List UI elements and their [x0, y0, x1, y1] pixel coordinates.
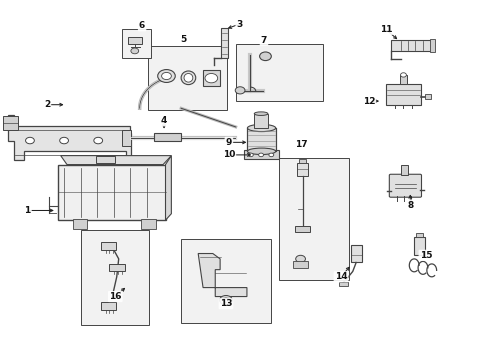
Text: 16: 16 [109, 292, 122, 301]
Bar [247, 128, 275, 151]
Bar [254, 114, 267, 128]
Text: 4: 4 [161, 116, 167, 125]
Bar [81, 230, 149, 325]
Bar [181, 239, 271, 323]
Text: 14: 14 [334, 272, 346, 281]
Text: 3: 3 [236, 19, 242, 28]
Bar [390, 40, 431, 51]
Circle shape [161, 72, 171, 80]
Bar [297, 163, 307, 176]
Bar [385, 84, 420, 105]
Bar [203, 70, 220, 86]
Circle shape [268, 153, 273, 157]
Bar [338, 282, 347, 286]
Circle shape [400, 73, 406, 77]
Bar [3, 116, 18, 130]
Text: 15: 15 [419, 251, 431, 260]
Bar [58, 165, 165, 220]
Bar [148, 45, 227, 110]
Bar [424, 94, 430, 99]
Bar [278, 158, 348, 280]
Text: 7: 7 [260, 36, 266, 45]
Bar [429, 40, 434, 51]
Bar [221, 28, 227, 58]
Polygon shape [198, 253, 246, 297]
Bar [399, 75, 406, 84]
Bar [415, 233, 422, 237]
Bar [295, 226, 309, 232]
Text: 10: 10 [222, 150, 235, 159]
Bar [141, 219, 156, 229]
Bar [400, 165, 407, 175]
Bar [101, 242, 116, 250]
Text: 11: 11 [379, 25, 391, 34]
Circle shape [259, 52, 271, 60]
Circle shape [219, 296, 232, 305]
Circle shape [248, 153, 253, 157]
Circle shape [158, 69, 175, 82]
Polygon shape [61, 156, 171, 165]
Ellipse shape [254, 112, 267, 116]
Bar [128, 37, 142, 44]
Text: 2: 2 [44, 100, 50, 109]
Circle shape [204, 73, 217, 83]
Circle shape [94, 137, 102, 144]
Text: 8: 8 [407, 201, 412, 210]
Bar [96, 156, 115, 163]
Ellipse shape [181, 71, 195, 85]
Bar [236, 44, 322, 101]
Text: 5: 5 [180, 35, 186, 44]
Bar [122, 30, 151, 58]
Circle shape [60, 137, 68, 144]
Bar [109, 264, 125, 271]
FancyBboxPatch shape [388, 174, 421, 197]
Bar [413, 237, 424, 255]
Bar [244, 150, 278, 159]
Bar [122, 130, 131, 146]
Bar [73, 219, 87, 229]
Bar [298, 159, 306, 163]
Polygon shape [8, 116, 131, 160]
Text: 13: 13 [219, 299, 232, 308]
Circle shape [131, 48, 139, 54]
Text: 9: 9 [225, 138, 232, 147]
Bar [154, 134, 181, 141]
Bar [350, 245, 361, 262]
Text: 1: 1 [24, 206, 31, 215]
Circle shape [295, 255, 305, 262]
Ellipse shape [183, 73, 192, 82]
Bar [101, 302, 116, 310]
Text: 17: 17 [294, 140, 307, 149]
Text: 6: 6 [139, 21, 145, 30]
Polygon shape [165, 156, 171, 220]
Circle shape [258, 153, 263, 157]
Bar [293, 261, 307, 268]
Ellipse shape [247, 148, 275, 154]
Circle shape [235, 87, 244, 94]
Ellipse shape [247, 125, 275, 132]
Text: 12: 12 [362, 96, 374, 105]
Circle shape [223, 298, 228, 302]
Circle shape [25, 137, 34, 144]
